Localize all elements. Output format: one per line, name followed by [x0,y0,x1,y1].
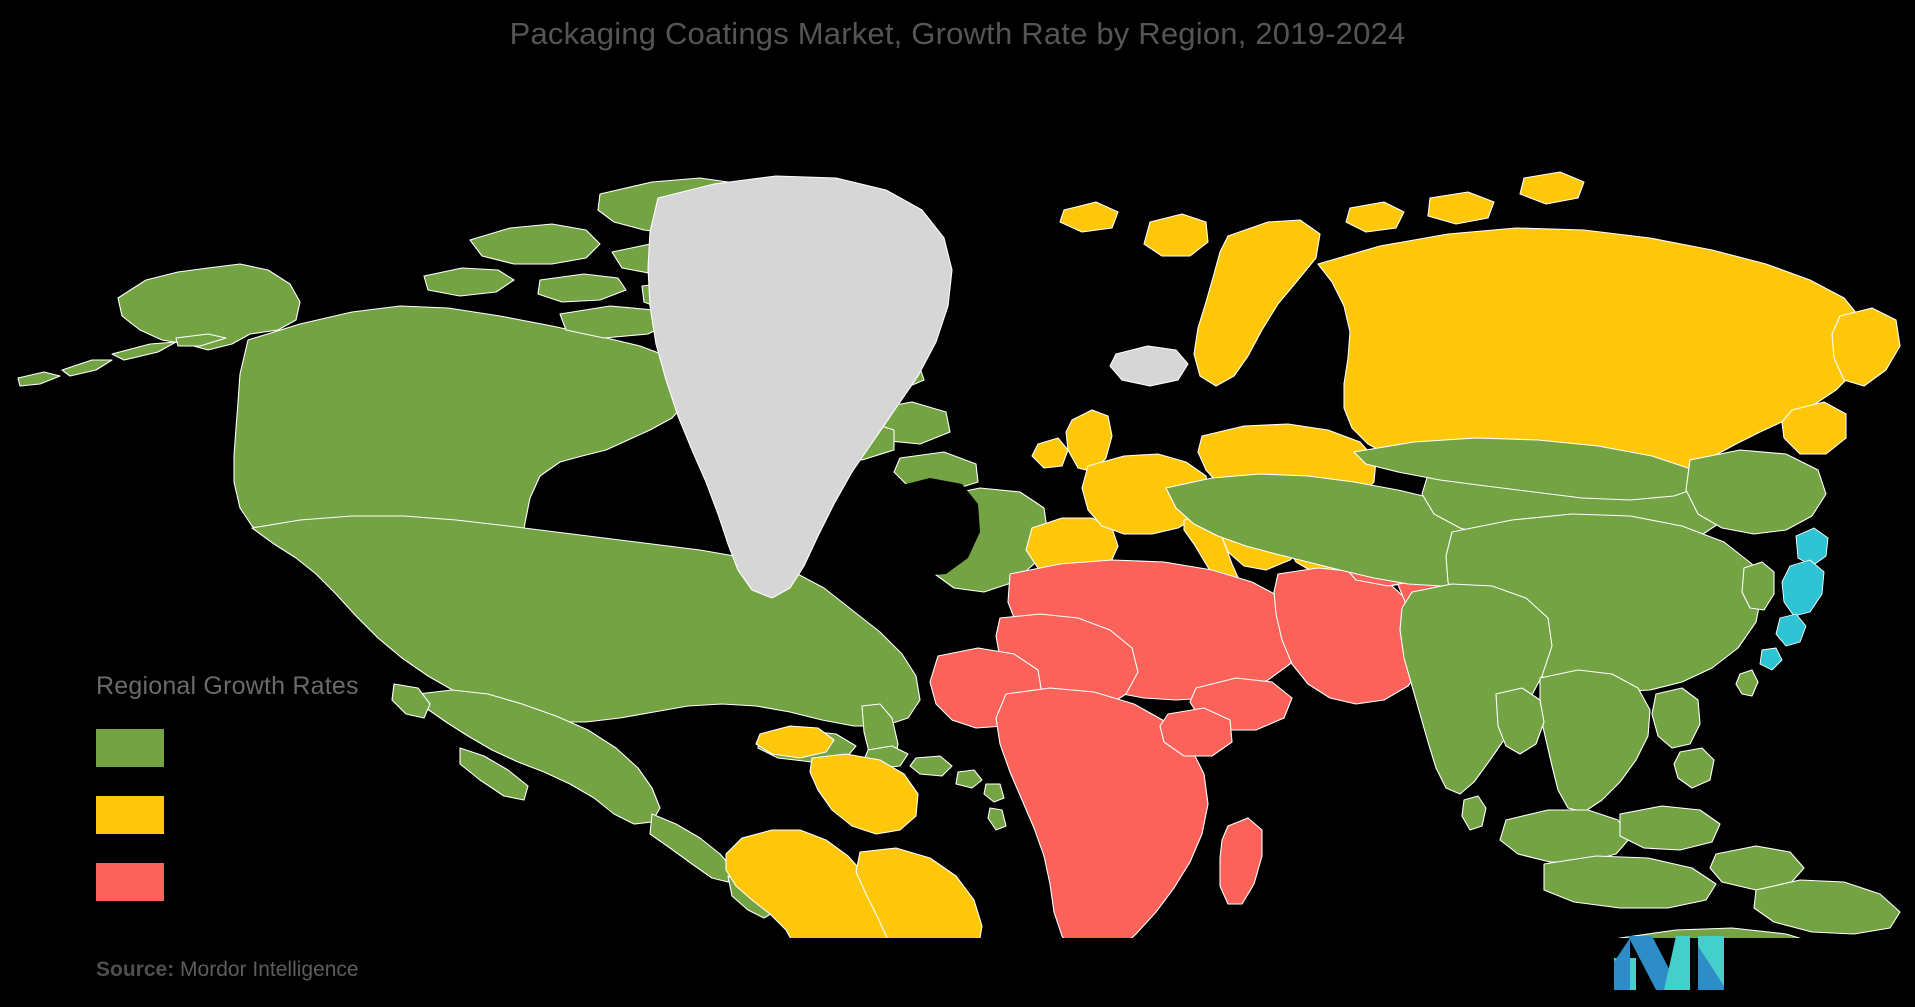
legend-swatch-red [96,863,164,901]
source-note: Source: Mordor Intelligence [96,958,359,982]
world-map: .g { fill: #74A344; stroke: #FFFFFF; str… [0,58,1915,938]
region-small-islands [1735,669,1759,697]
page-title: Packaging Coatings Market, Growth Rate b… [509,16,1406,51]
legend-item-medium-growth[interactable] [96,796,526,834]
legend-title: Regional Growth Rates [96,672,359,700]
legend-swatch-yellow [96,796,164,834]
region-asia-pacific [1165,437,1901,938]
map-legend: Regional Growth Rates [96,672,526,901]
legend-item-low-growth[interactable] [96,863,526,901]
mordor-intelligence-logo [1612,928,1728,992]
legend-item-high-growth[interactable] [96,729,526,767]
world-map-svg: .g { fill: #74A344; stroke: #FFFFFF; str… [0,58,1915,938]
region-south-america [725,725,983,938]
source-value: Mordor Intelligence [174,958,359,981]
region-japan [1759,527,1829,671]
legend-swatch-green [96,729,164,767]
legend-items [96,729,526,901]
source-label: Source: [96,958,175,981]
logo-mark [1614,936,1724,990]
region-greenland [647,175,1189,599]
